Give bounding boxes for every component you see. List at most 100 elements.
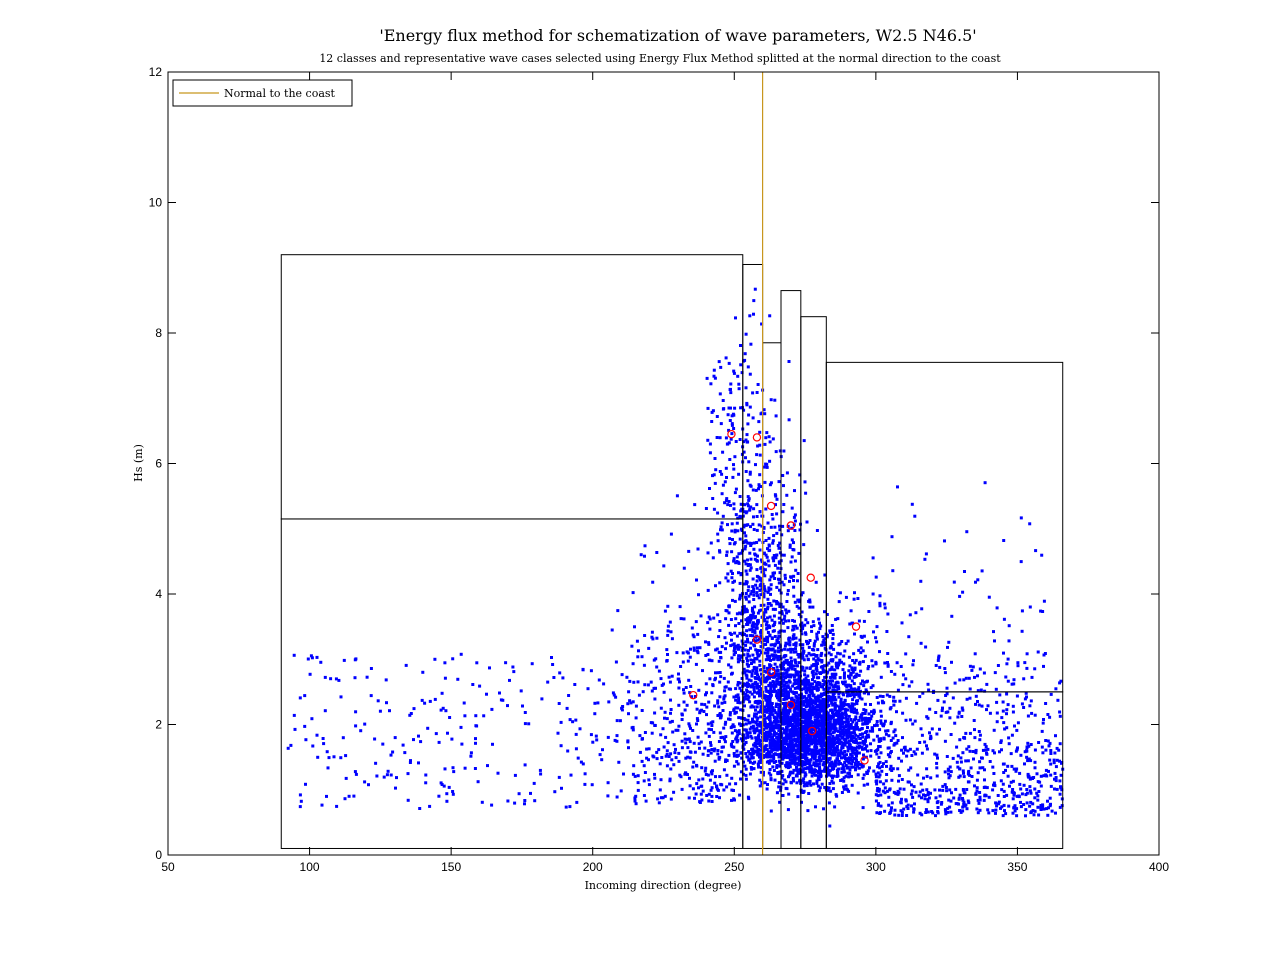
scatter-point (827, 704, 831, 707)
scatter-point (637, 693, 641, 697)
scatter-point (694, 700, 698, 704)
scatter-point (686, 773, 689, 776)
scatter-point (847, 669, 851, 673)
scatter-point (705, 691, 708, 695)
scatter-point (684, 756, 688, 760)
scatter-point (718, 392, 722, 396)
scatter-point (801, 643, 805, 647)
scatter-point (857, 686, 861, 690)
scatter-point (793, 739, 797, 742)
scatter-point (883, 809, 887, 813)
scatter-point (1029, 791, 1033, 795)
scatter-point (755, 677, 759, 680)
scatter-point (803, 681, 807, 685)
scatter-point (858, 733, 862, 737)
scatter-point (781, 727, 785, 731)
scatter-point (971, 750, 975, 753)
scatter-point (1049, 762, 1053, 766)
scatter-point (950, 791, 953, 795)
scatter-point (846, 771, 850, 775)
scatter-point (758, 694, 761, 698)
scatter-point (731, 572, 734, 575)
scatter-point (674, 756, 678, 760)
scatter-point (790, 724, 794, 728)
scatter-point (672, 743, 676, 747)
scatter-point (765, 670, 769, 674)
scatter-point (823, 786, 827, 789)
scatter-point (820, 745, 824, 749)
scatter-point (742, 525, 746, 529)
scatter-point (801, 696, 805, 699)
scatter-point (830, 675, 834, 679)
scatter-point (1012, 678, 1016, 682)
scatter-point (847, 729, 851, 732)
scatter-point (822, 757, 826, 761)
scatter-point (811, 620, 815, 624)
scatter-point (828, 738, 832, 742)
scatter-point (771, 654, 775, 657)
scatter-point (825, 613, 829, 616)
scatter-point (740, 639, 744, 643)
scatter-point (751, 717, 754, 721)
scatter-point (795, 604, 799, 608)
scatter-point (774, 760, 778, 763)
scatter-point (784, 687, 788, 691)
scatter-point (929, 734, 933, 738)
scatter-point (653, 711, 657, 715)
scatter-point (1020, 629, 1024, 633)
scatter-point (855, 721, 859, 725)
scatter-point (768, 684, 772, 688)
scatter-point (822, 687, 826, 691)
scatter-point (875, 696, 879, 699)
scatter-point (758, 699, 762, 703)
scatter-point (849, 686, 853, 690)
scatter-point (667, 755, 671, 758)
scatter-point (876, 794, 880, 798)
scatter-point (731, 598, 734, 602)
scatter-point (1049, 802, 1052, 806)
scatter-point (1031, 802, 1035, 806)
scatter-point (747, 460, 751, 464)
scatter-point (766, 521, 770, 525)
scatter-point (792, 708, 796, 712)
scatter-point (802, 721, 806, 724)
scatter-point (1056, 698, 1060, 702)
scatter-point (756, 620, 760, 624)
scatter-point (743, 764, 747, 768)
scatter-point (643, 731, 647, 734)
scatter-point (735, 555, 739, 559)
scatter-point (789, 715, 793, 719)
scatter-point (987, 811, 991, 815)
scatter-point (1012, 793, 1016, 797)
scatter-point (756, 654, 760, 658)
scatter-point (991, 809, 995, 813)
scatter-point (948, 774, 952, 778)
scatter-point (831, 697, 835, 701)
scatter-point (776, 772, 780, 776)
scatter-point (831, 736, 835, 740)
scatter-point (761, 531, 765, 534)
scatter-point (740, 716, 744, 720)
scatter-point (862, 783, 866, 787)
scatter-point (751, 747, 755, 751)
scatter-point (825, 731, 829, 735)
scatter-point (735, 695, 738, 699)
scatter-point (889, 670, 893, 673)
scatter-point (929, 736, 933, 740)
scatter-point (775, 736, 779, 739)
scatter-point (819, 758, 822, 762)
scatter-point (1033, 796, 1037, 800)
scatter-point (789, 689, 793, 693)
scatter-point (974, 792, 978, 796)
scatter-point (853, 632, 856, 636)
scatter-point (759, 584, 763, 588)
scatter-point (808, 687, 812, 691)
scatter-point (733, 599, 737, 603)
scatter-point (810, 688, 814, 692)
scatter-point (784, 701, 788, 705)
scatter-point (631, 772, 635, 776)
scatter-point (821, 667, 825, 671)
scatter-point (855, 723, 859, 727)
scatter-point (620, 708, 624, 712)
scatter-point (820, 732, 824, 735)
